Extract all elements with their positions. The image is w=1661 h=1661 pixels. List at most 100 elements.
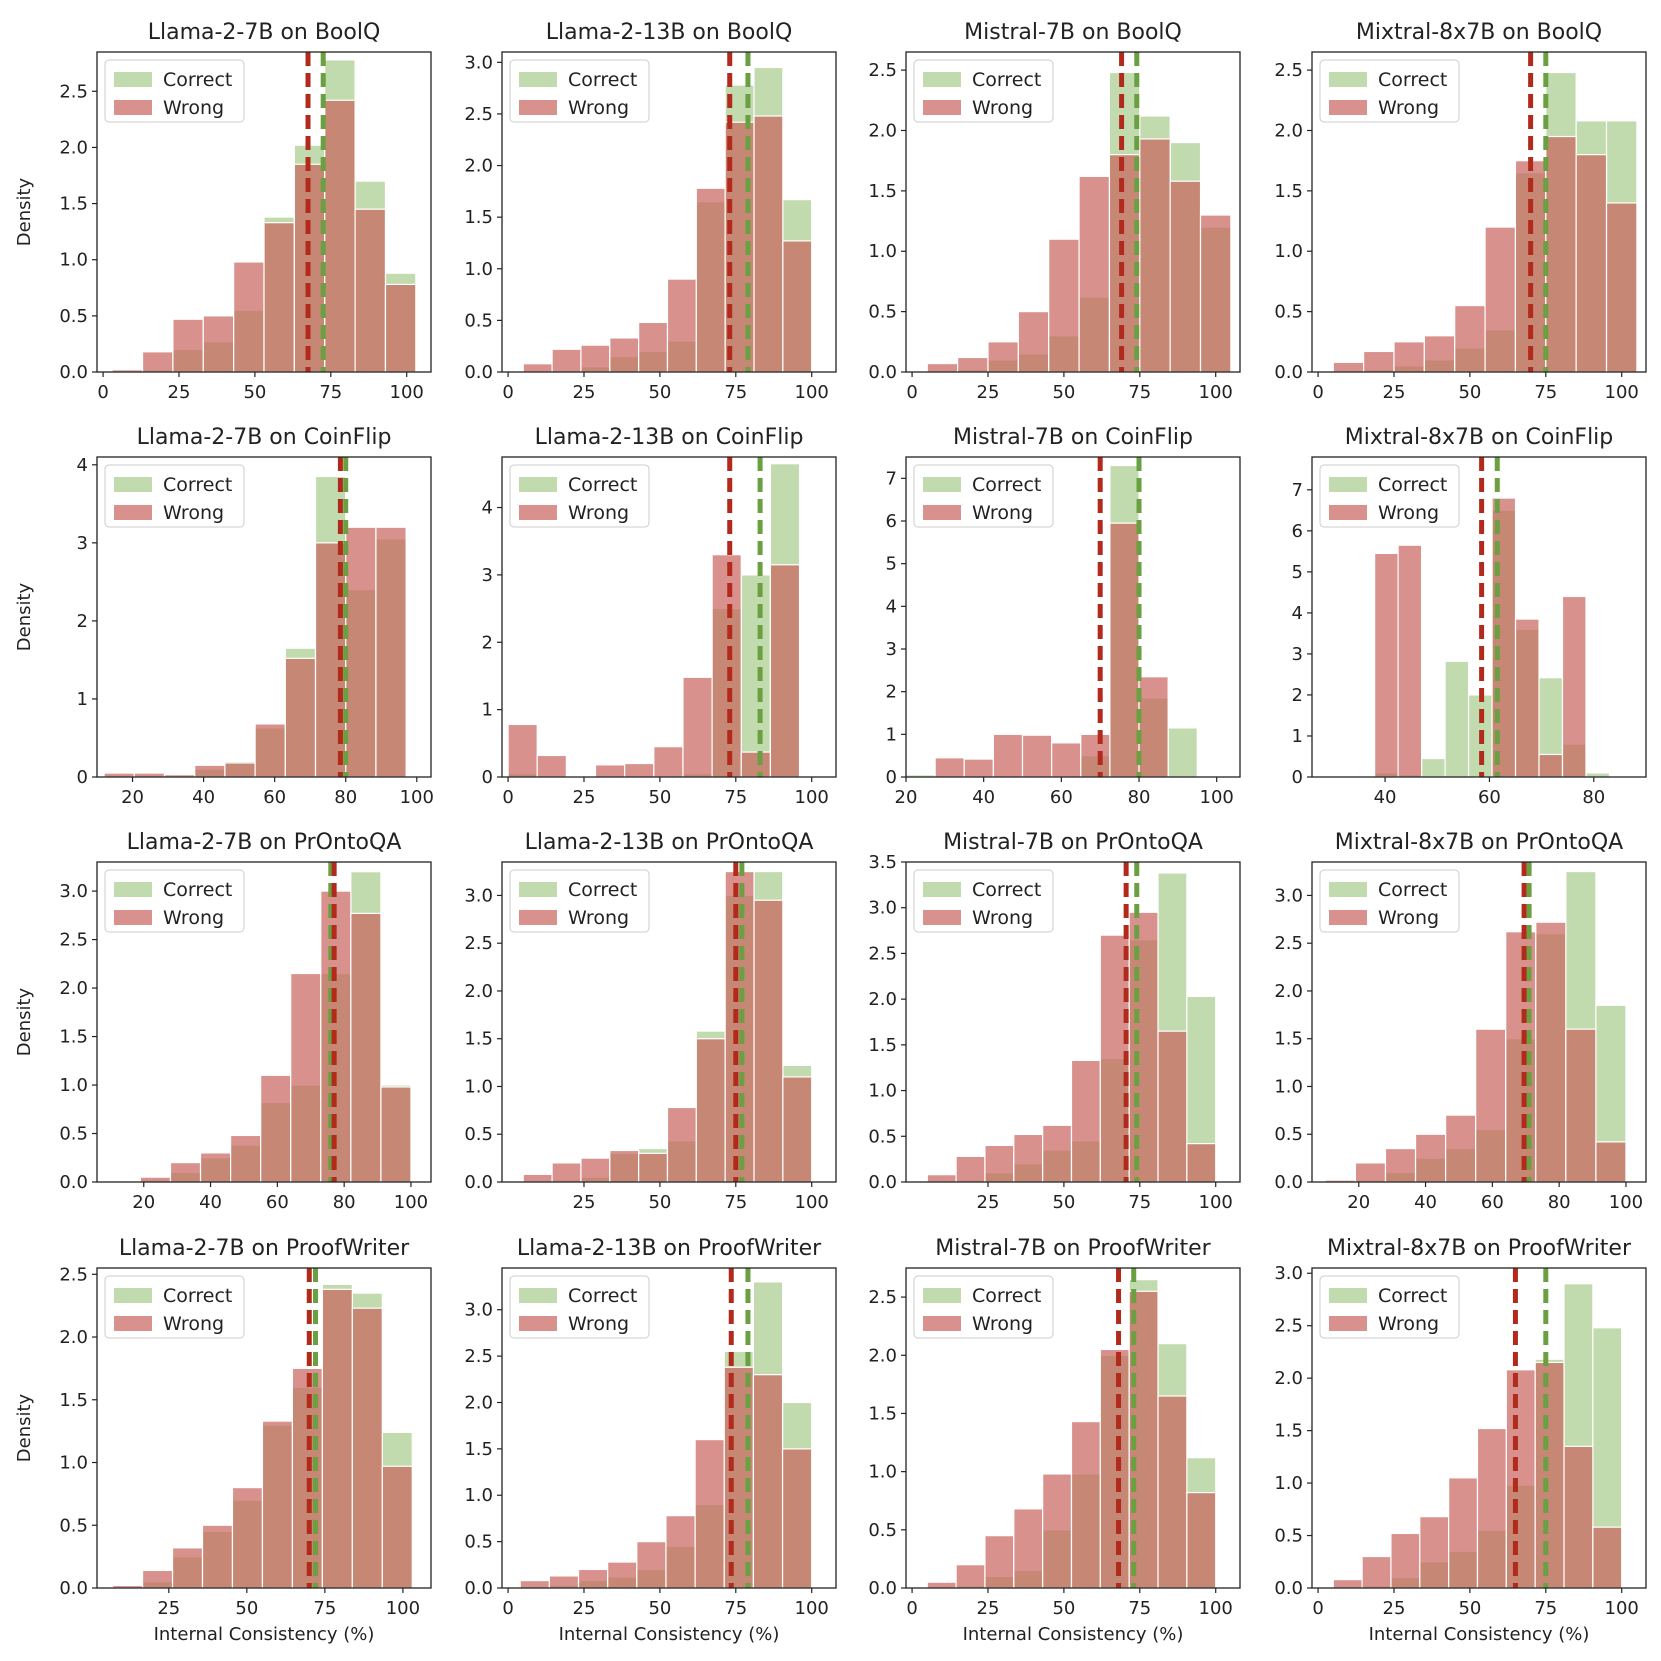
wrong-bar — [1080, 733, 1111, 777]
y-tick-label: 5 — [1292, 562, 1303, 583]
wrong-bar — [171, 1547, 204, 1588]
bars-group — [507, 457, 801, 777]
wrong-bar — [695, 187, 726, 372]
x-tick-label: 50 — [1052, 1598, 1075, 1619]
legend-label-wrong: Wrong — [163, 97, 224, 119]
wrong-bar — [507, 723, 538, 777]
x-tick-label: 0 — [502, 787, 513, 808]
wrong-bar — [992, 733, 1024, 777]
legend-label-correct: Correct — [163, 474, 232, 496]
y-tick-label: 0.0 — [868, 362, 897, 383]
wrong-bar — [201, 1524, 234, 1588]
wrong-bar — [1374, 552, 1399, 777]
x-tick-label: 75 — [724, 382, 747, 403]
x-tick-label: 100 — [400, 787, 434, 808]
legend-swatch-correct — [114, 477, 152, 492]
y-tick-label: 1.0 — [464, 1485, 493, 1506]
wrong-bar — [607, 1561, 638, 1588]
legend: Correct Wrong — [1319, 464, 1460, 528]
legend-label-wrong: Wrong — [972, 1313, 1033, 1335]
subplot-title: Llama-2-13B on BoolQ — [546, 20, 793, 45]
legend-label-correct: Correct — [972, 879, 1041, 901]
y-tick-label: 0.0 — [59, 362, 88, 383]
x-tick-label: 25 — [168, 382, 191, 403]
x-tick-label: 20 — [121, 787, 144, 808]
wrong-bar — [624, 762, 655, 777]
wrong-bar — [1534, 1361, 1565, 1588]
legend-label-correct: Correct — [972, 69, 1041, 91]
subplot-title: Mixtral-8x7B on PrOntoQA — [1335, 830, 1623, 855]
correct-bar — [1444, 660, 1470, 777]
y-tick-label: 4 — [886, 596, 897, 617]
x-tick-label: 100 — [1605, 1598, 1639, 1619]
plot-frame — [501, 456, 837, 778]
x-tick-label: 25 — [573, 787, 596, 808]
x-tick-label: 60 — [1478, 787, 1501, 808]
legend-swatch-correct — [519, 1288, 557, 1303]
wrong-bar — [1354, 1162, 1387, 1182]
y-tick-label: 1.5 — [868, 181, 897, 202]
wrong-bar — [955, 1564, 986, 1588]
y-axis-label: Density — [14, 177, 35, 246]
legend-label-wrong: Wrong — [1378, 1313, 1439, 1335]
wrong-bar — [934, 757, 965, 777]
x-tick-label: 40 — [199, 1192, 222, 1213]
x-tick-label: 100 — [795, 1192, 829, 1213]
y-tick-label: 1.5 — [59, 194, 88, 215]
legend-label-correct: Correct — [1378, 69, 1447, 91]
y-tick-label: 2.0 — [464, 981, 493, 1002]
y-tick-label: 2 — [77, 611, 88, 632]
wrong-bar — [1563, 1445, 1594, 1588]
plot-frame — [96, 1267, 432, 1589]
wrong-bar — [321, 1288, 353, 1588]
x-tick-label: 50 — [1458, 382, 1481, 403]
wrong-bar — [375, 526, 407, 777]
legend-swatch-correct — [1329, 1288, 1367, 1303]
x-tick-label: 75 — [319, 382, 342, 403]
wrong-bar — [1476, 1427, 1507, 1588]
y-tick-label: 0.0 — [59, 1578, 88, 1599]
plot-frame — [1311, 1267, 1647, 1589]
x-tick-label: 100 — [394, 1192, 428, 1213]
legend-swatch-wrong — [519, 910, 557, 925]
wrong-bar — [695, 1038, 726, 1182]
x-tick-label: 40 — [1374, 787, 1397, 808]
x-tick-label: 50 — [648, 382, 671, 403]
y-tick-label: 2.5 — [464, 1346, 493, 1367]
bars-group — [519, 1268, 813, 1588]
legend: Correct Wrong — [913, 869, 1054, 933]
x-tick-label: 50 — [1052, 382, 1075, 403]
y-tick-label: 2.0 — [464, 1392, 493, 1413]
wrong-bar — [350, 912, 382, 1182]
x-tick-label: 75 — [724, 787, 747, 808]
y-tick-label: 1.5 — [868, 1035, 897, 1056]
y-tick-label: 0 — [77, 767, 88, 788]
legend-swatch-wrong — [923, 1316, 961, 1331]
wrong-bar — [1393, 341, 1425, 372]
wrong-bar — [1332, 1579, 1363, 1588]
wrong-bar — [1048, 238, 1080, 372]
wrong-bar — [594, 764, 626, 777]
x-axis-label: Internal Consistency (%) — [963, 1624, 1184, 1645]
legend-label-correct: Correct — [972, 1285, 1041, 1307]
wrong-bar — [139, 1176, 172, 1182]
y-tick-label: 2.5 — [59, 81, 88, 102]
bars-group — [1332, 52, 1638, 372]
wrong-bar — [1051, 742, 1082, 777]
subplot-15: Mistral-7B on ProofWriter 0 25 50 75 100 0.0 0.… — [868, 1236, 1241, 1645]
wrong-bar — [202, 315, 235, 372]
wrong-bar — [1199, 214, 1232, 372]
y-tick-label: 2.0 — [464, 156, 493, 177]
wrong-bar — [1109, 522, 1140, 777]
x-tick-label: 60 — [1050, 787, 1073, 808]
wrong-bar — [580, 1157, 611, 1182]
y-tick-label: 1.0 — [59, 1453, 88, 1474]
y-tick-label: 1.0 — [1274, 241, 1303, 262]
subplot-title: Mistral-7B on PrOntoQA — [943, 830, 1203, 855]
y-tick-label: 1.0 — [464, 1076, 493, 1097]
legend-swatch-wrong — [1329, 100, 1367, 115]
bars-group — [926, 1268, 1217, 1588]
legend: Correct Wrong — [509, 869, 650, 933]
y-tick-label: 3.0 — [1274, 885, 1303, 906]
